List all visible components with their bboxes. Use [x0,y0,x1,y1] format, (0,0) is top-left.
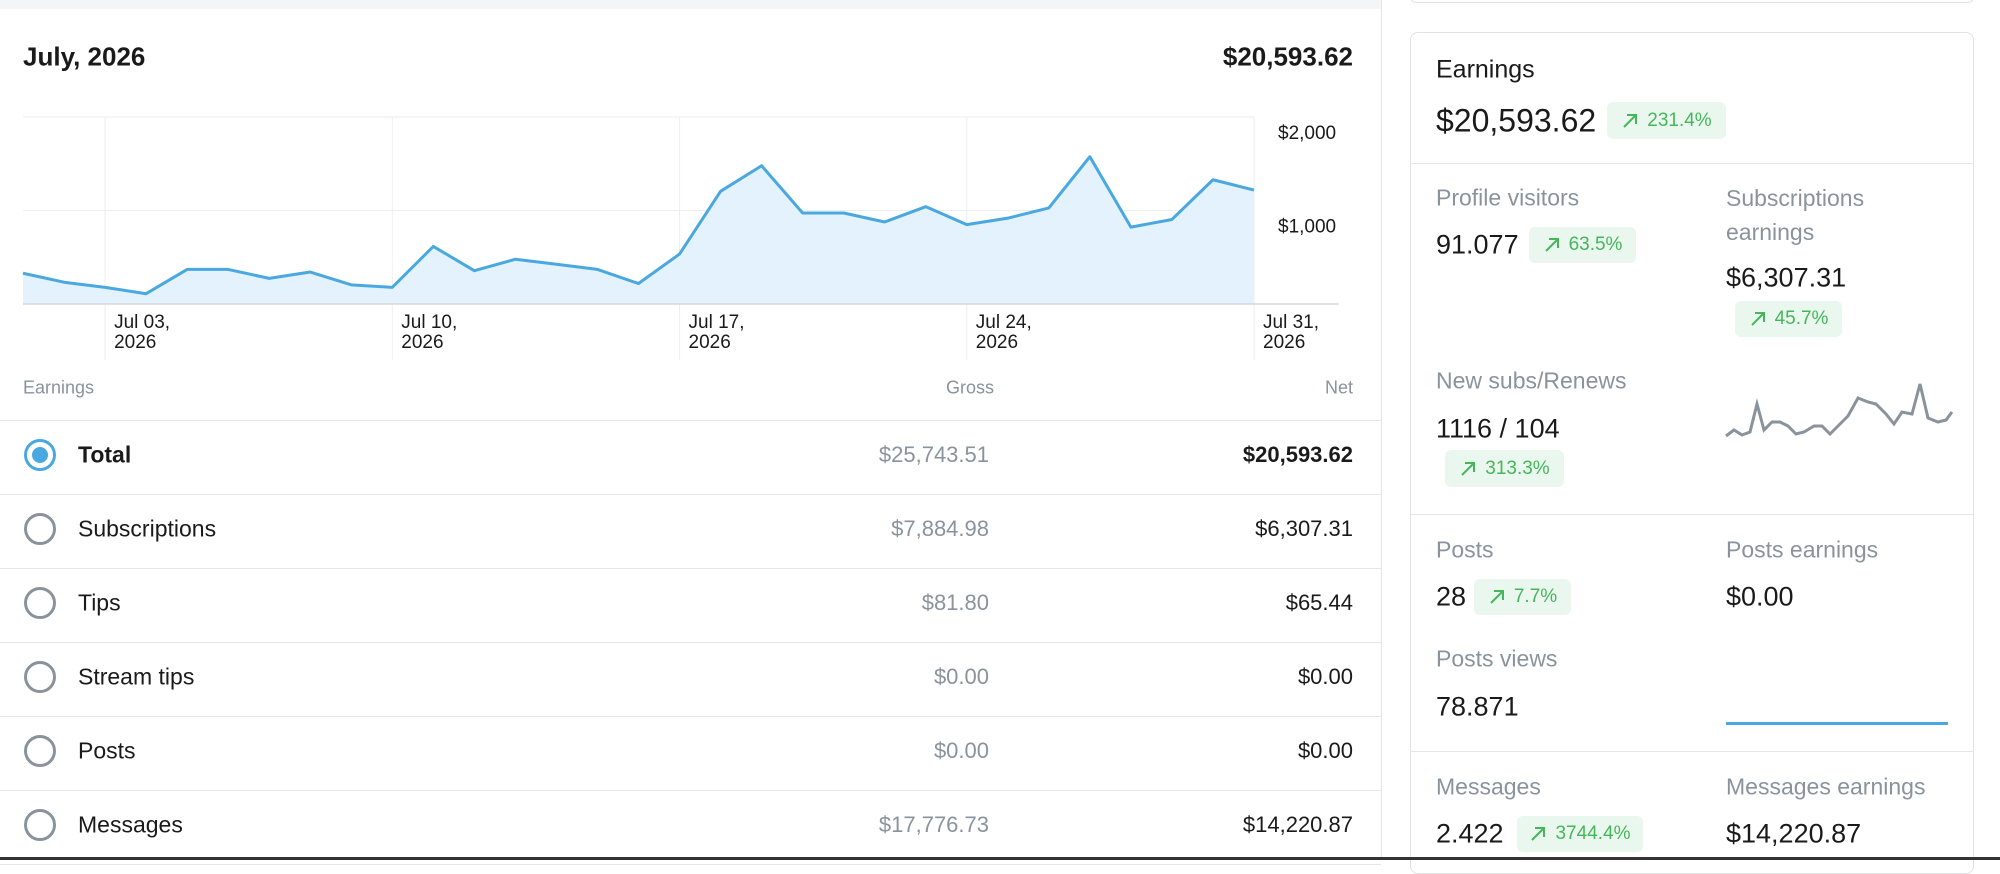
stat-value: 28 [1436,581,1467,612]
stat-value: 1116 / 104 [1436,413,1560,444]
row-gross: $81.80 [921,590,989,615]
area [23,156,1254,304]
change-badge: 7.7% [1474,579,1571,615]
separator [1410,514,1974,515]
radio-button[interactable] [24,735,56,767]
row-line [0,568,1381,569]
change-badge: 45.7% [1735,301,1842,337]
arrow-icon [1461,461,1476,476]
line [22,155,1255,296]
row-line [0,790,1381,791]
row-gross: $0.00 [933,738,989,763]
period-total: $20,593.62 [1222,41,1353,72]
summary-value: $20,593.62 [1436,102,1597,139]
row-gross: $25,743.51 [878,442,989,467]
row-net: $65.44 [1285,590,1353,615]
row-gross: $17,776.73 [878,812,989,837]
arrow-icon [1544,238,1559,252]
chart: $1,000 $2,000 [22,116,1339,360]
change-text: 63.5% [1568,234,1623,255]
stat-value: 2.422 [1436,818,1504,849]
column-header: Earnings [23,377,95,398]
radio-button[interactable] [24,809,56,841]
change-badge: 63.5% [1529,227,1636,263]
row-line [0,642,1381,643]
change-text: 7.7% [1513,586,1558,607]
radio-button[interactable] [24,661,56,693]
top-strip [0,0,1381,9]
y-tick-label: $1,000 [1278,217,1336,238]
radio-button[interactable] [24,587,56,619]
stat-label: Subscriptions earnings [1726,185,1865,245]
stat-label: Messages [1436,773,1541,800]
summary-title: Earnings [1436,55,1535,84]
divider [1381,0,1382,860]
column-header: Net [1324,377,1353,398]
radio-button[interactable] [24,439,56,471]
row-net: $0.00 [1297,664,1353,689]
stat-value: 78.871 [1436,691,1519,722]
change-text: 45.7% [1774,308,1829,329]
column-header: Gross [945,377,994,398]
stat-label: Profile visitors [1436,184,1580,211]
row-name: Subscriptions [78,515,217,542]
stat-value: $0.00 [1726,581,1794,612]
stat-value: $6,307.31 [1726,262,1847,293]
row-net: $14,220.87 [1242,812,1353,837]
row-line [0,494,1381,495]
arrow-icon [1623,113,1638,128]
y-tick-label: $2,000 [1278,123,1336,144]
x-tick-label: Jul 10, 2026 [401,312,458,353]
stat-value: $14,220.87 [1726,818,1862,849]
sparkline [1725,383,1954,438]
change-text: 313.3% [1485,457,1550,479]
change-badge: 313.3% [1445,450,1564,487]
bottom-edge [0,857,2000,860]
x-tick-label: Jul 03, 2026 [114,312,171,353]
change-text: 231.4% [1647,109,1712,131]
x-tick-label: Jul 31, 2026 [1263,312,1319,353]
arrow-icon [1750,312,1765,326]
x-tick-label: Jul 17, 2026 [688,312,745,353]
row-line [0,420,1381,421]
arrow-icon [1531,827,1546,841]
stat-label: Messages earnings [1726,773,1926,800]
row-line [0,864,1381,865]
change-text: 3744.4% [1555,823,1631,844]
row-net: $20,593.62 [1242,442,1353,467]
separator [1410,163,1974,164]
row-net: $0.00 [1297,738,1353,763]
row-gross: $0.00 [933,664,989,689]
row-line [0,716,1381,717]
row-name: Tips [78,589,121,616]
x-tick-label: Jul 24, 2026 [975,312,1032,353]
stat-label: Posts views [1436,645,1558,672]
stat-label: Posts earnings [1726,536,1879,563]
row-name: Messages [78,811,183,838]
row-gross: $7,884.98 [891,516,989,541]
radio-button[interactable] [24,513,56,545]
row-name: Stream tips [78,663,195,690]
stat-value: 91.077 [1436,229,1519,260]
row-name: Posts [78,737,136,764]
row-name: Total [78,441,132,468]
stat-label: Posts [1436,536,1494,563]
separator [1410,751,1974,752]
arrow-icon [1490,590,1504,604]
sparkline [1726,722,1948,725]
row-net: $6,307.31 [1255,516,1353,541]
period-title: July, 2026 [23,41,146,72]
top-card-edge [1410,0,1974,3]
change-badge: 3744.4% [1517,816,1643,852]
change-badge: 231.4% [1607,102,1726,139]
radio-dot [32,447,48,463]
stat-label: New subs/Renews [1436,367,1627,394]
